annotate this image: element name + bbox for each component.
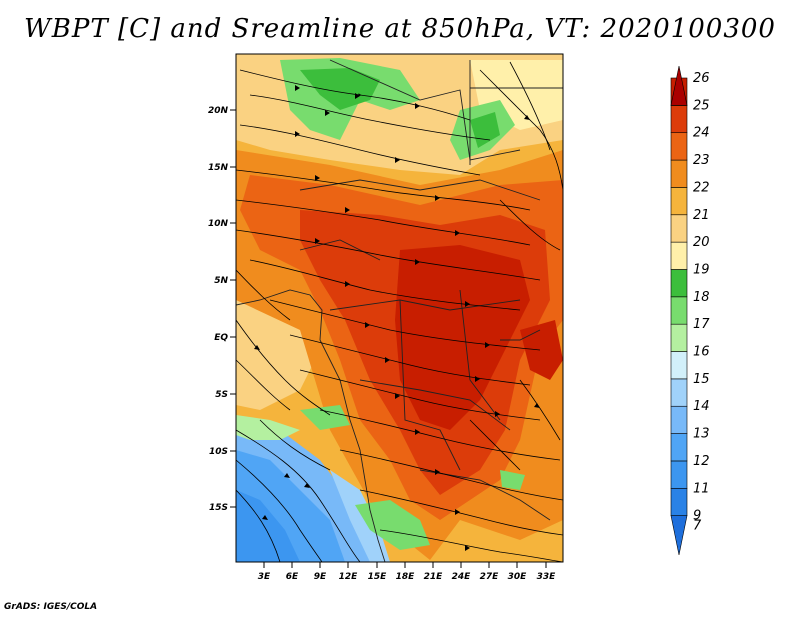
colorbar-label: 19 xyxy=(693,262,710,277)
colorbar-cell xyxy=(670,105,688,134)
lon-label: 21E xyxy=(424,572,444,582)
lat-label: 10N xyxy=(208,219,229,229)
colorbar-label: 20 xyxy=(693,235,710,250)
lat-label: 5N xyxy=(214,276,228,286)
lon-label: 24E xyxy=(452,572,472,582)
lat-label: 15N xyxy=(208,163,229,173)
lon-label: 33E xyxy=(537,572,557,582)
lat-label: 20N xyxy=(208,106,229,116)
latitude-axis: 20N 15N 10N 5N EQ 5S 10S 15S xyxy=(208,106,236,513)
colorbar-label: 7 xyxy=(693,519,702,534)
lon-label: 15E xyxy=(368,572,388,582)
colorbar-label: 14 xyxy=(693,399,710,414)
colorbar-cell xyxy=(670,487,688,516)
lat-label: 5S xyxy=(215,390,228,400)
streamline-arrows xyxy=(254,85,540,551)
colorbar-cell xyxy=(670,187,688,216)
map-title: WBPT [C] and Sreamline at 850hPa, VT: 20… xyxy=(24,14,776,44)
colorbar-cell xyxy=(670,515,688,556)
colorbar-label: 18 xyxy=(693,290,710,305)
colorbar-label: 23 xyxy=(693,153,710,168)
colorbar-label: 16 xyxy=(693,345,710,360)
colorbar-cell xyxy=(670,159,688,188)
colorbar-cell xyxy=(670,65,688,106)
lon-label: 6E xyxy=(286,572,299,582)
lon-label: 3E xyxy=(258,572,271,582)
colorbar-cell xyxy=(670,405,688,434)
colorbar-label: 24 xyxy=(693,126,710,141)
lat-label: EQ xyxy=(214,333,228,343)
longitude-axis: 3E 6E 9E 12E 15E 18E 21E 24E 27E 30E 33E xyxy=(258,562,556,582)
lon-label: 18E xyxy=(396,572,416,582)
colorbar-label: 12 xyxy=(693,454,710,469)
lat-label: 15S xyxy=(209,503,228,513)
colorbar-label: 13 xyxy=(693,427,710,442)
colorbar-label: 9 xyxy=(693,509,701,524)
colorbar-label: 11 xyxy=(693,481,710,496)
colorbar-label: 25 xyxy=(693,98,710,113)
colorbar-cell xyxy=(670,460,688,489)
temperature-field xyxy=(236,54,563,562)
grads-credit: GrADS: IGES/COLA xyxy=(4,602,98,612)
lon-label: 30E xyxy=(508,572,528,582)
lon-label: 12E xyxy=(339,572,359,582)
colorbar-cell xyxy=(670,351,688,380)
colorbar-label: 15 xyxy=(693,372,710,387)
colorbar-cell xyxy=(670,269,688,298)
lon-label: 27E xyxy=(480,572,500,582)
colorbar-cell xyxy=(670,241,688,270)
map-frame xyxy=(235,53,564,563)
colorbar-label: 22 xyxy=(693,180,710,195)
colorbar-cell xyxy=(670,296,688,325)
colorbar-label: 26 xyxy=(693,71,710,86)
colorbar-cell xyxy=(670,323,688,352)
colorbar: 79 11 12 13 14 15 16 17 18 19 20 21 22 23 24 25 26 xyxy=(670,65,710,556)
colorbar-cell xyxy=(670,378,688,407)
lat-label: 10S xyxy=(209,447,228,457)
colorbar-cell xyxy=(670,214,688,243)
colorbar-cell xyxy=(670,132,688,161)
colorbar-label: 21 xyxy=(693,208,710,223)
colorbar-label: 17 xyxy=(693,317,710,332)
colorbar-cell xyxy=(670,433,688,462)
lon-label: 9E xyxy=(314,572,327,582)
